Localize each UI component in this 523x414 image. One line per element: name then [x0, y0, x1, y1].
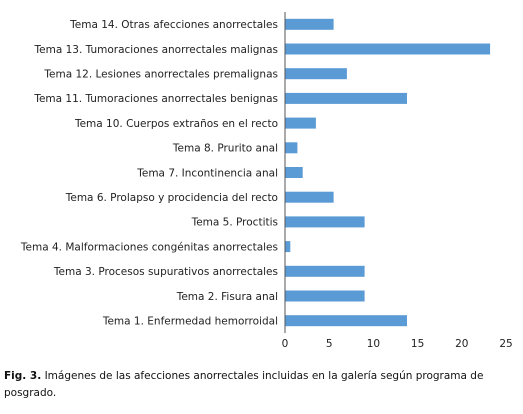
- caption-label: Fig. 3.: [4, 370, 42, 382]
- bar: [285, 265, 365, 277]
- category-label: Tema 3. Procesos supurativos anorrectale…: [53, 266, 278, 278]
- x-tick-label: 25: [499, 338, 512, 350]
- category-labels: Tema 14. Otras afecciones anorrectales Te…: [20, 19, 278, 327]
- category-label: Tema 8. Prurito anal: [172, 143, 278, 155]
- bar: [285, 191, 334, 203]
- bars-group: [285, 18, 491, 327]
- figure-caption: Fig. 3. Imágenes de las afecciones anorr…: [4, 368, 504, 402]
- category-label: Tema 12. Lesiones anorrectales premalign…: [43, 69, 278, 81]
- bar: [285, 43, 491, 55]
- x-tick-label: 15: [411, 338, 424, 350]
- category-label: Tema 1. Enfermedad hemorroidal: [102, 316, 278, 328]
- category-label: Tema 7. Incontinencia anal: [136, 167, 278, 179]
- category-label: Tema 6. Prolapso y procidencia del recto: [65, 192, 278, 204]
- bar: [285, 241, 291, 253]
- caption-text: Imágenes de las afecciones anorrectales …: [4, 370, 484, 399]
- x-tick-label: 0: [282, 338, 289, 350]
- bar: [285, 216, 365, 228]
- bar-chart: Tema 14. Otras afecciones anorrectales Te…: [20, 12, 513, 350]
- category-label: Tema 14. Otras afecciones anorrectales: [69, 19, 278, 31]
- category-label: Tema 10. Cuerpos extraños en el recto: [74, 118, 278, 130]
- bar: [285, 117, 316, 129]
- category-label: Tema 5. Proctitis: [191, 217, 278, 229]
- bar: [285, 290, 365, 302]
- bar: [285, 68, 347, 80]
- bar: [285, 315, 407, 327]
- x-axis-ticks: 0 5 10 15 20 25: [282, 338, 513, 350]
- x-tick-label: 20: [455, 338, 468, 350]
- category-label: Tema 4. Malformaciones congénitas anorre…: [20, 241, 278, 253]
- bar: [285, 142, 298, 154]
- x-tick-label: 5: [326, 338, 333, 350]
- bar: [285, 18, 334, 30]
- category-label: Tema 13. Tumoraciones anorrectales malig…: [34, 44, 278, 56]
- category-label: Tema 2. Fisura anal: [176, 291, 278, 303]
- bar: [285, 92, 407, 104]
- x-tick-label: 10: [367, 338, 380, 350]
- bar: [285, 167, 303, 178]
- category-label: Tema 11. Tumoraciones anorrectales benig…: [33, 93, 278, 105]
